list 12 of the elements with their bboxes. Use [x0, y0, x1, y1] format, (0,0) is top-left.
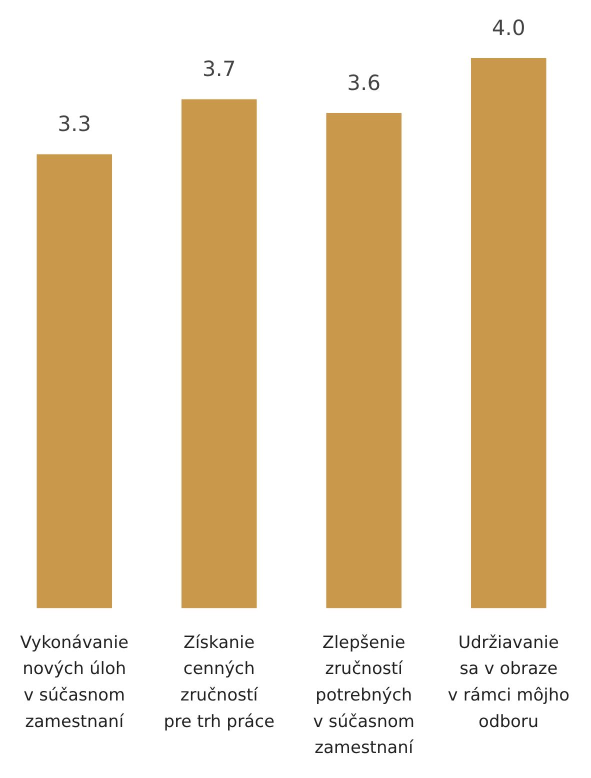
x-tick-label: Vykonávanie nových úloh v súčasnom zamestnaní	[20, 632, 129, 732]
bar	[470, 58, 546, 608]
x-tick-label: Udržiavanie sa v obraze v rámci môjho odboru	[448, 632, 570, 732]
data-label: 3.3	[58, 112, 92, 136]
x-tick-label: Získanie cenných zručností pre trh práce	[164, 632, 275, 732]
x-tick-label: Zlepšenie zručností potrebných v súčasnom zamestnaní	[313, 632, 415, 758]
data-label: 3.7	[202, 57, 236, 82]
bar	[181, 99, 257, 608]
bar	[36, 154, 112, 608]
bar	[326, 113, 402, 608]
data-label: 3.6	[347, 70, 381, 95]
data-label: 4.0	[492, 16, 526, 40]
